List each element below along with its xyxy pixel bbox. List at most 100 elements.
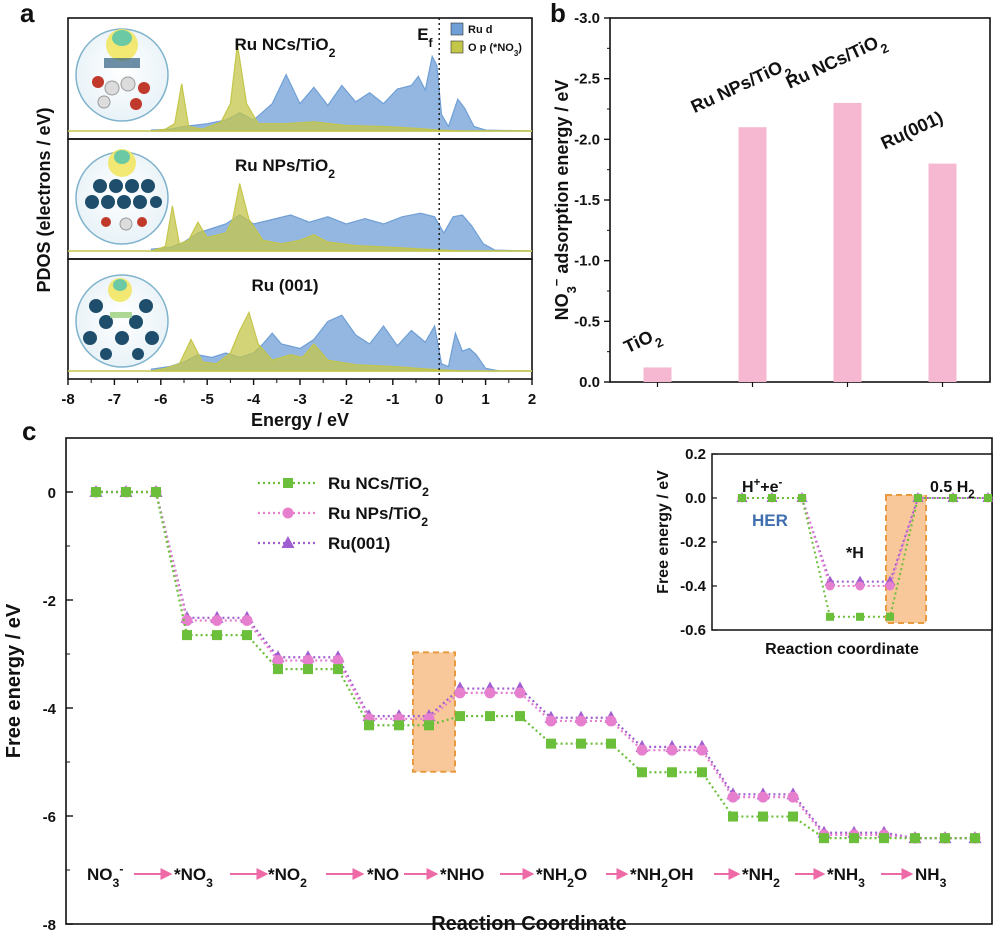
fe-marker-square <box>212 630 222 641</box>
panel-a-pdos: a <box>20 0 536 430</box>
fe-y-tick-label: -8 <box>43 917 56 934</box>
bar-category-label: Ru NPs/TiO2 <box>688 54 795 123</box>
fe-legend-marker <box>282 507 294 519</box>
fe-marker-square <box>394 720 404 731</box>
bar-0 <box>643 367 672 382</box>
fe-step-label: *NHO <box>440 865 484 884</box>
panel-b-label: b <box>550 0 566 28</box>
inset-y-tick-label: 0.0 <box>685 490 706 507</box>
fe-marker-square <box>182 630 192 641</box>
fe-y-tick-label: -6 <box>43 809 56 826</box>
inset-mid-label: *H <box>846 545 864 562</box>
fe-marker-circle <box>484 687 496 699</box>
inset-her-label: HER <box>752 511 788 530</box>
inset-x-axis-label: Reaction coordinate <box>765 641 919 658</box>
bar-3 <box>928 163 957 382</box>
legend-o-p-swatch <box>450 40 464 54</box>
bar-category-label: Ru NCs/TiO2 <box>783 29 891 98</box>
bar-1 <box>738 127 767 382</box>
legend-ru-d-label: Ru d <box>468 24 492 36</box>
fe-step-label: *NO <box>367 865 399 884</box>
fe-step-label: *NH2 <box>742 865 780 890</box>
pdos-x-tick-label: 2 <box>528 391 536 408</box>
fe-x-axis-label: Reaction Coordinate <box>431 913 627 934</box>
fe-marker-square <box>879 833 889 844</box>
fe-marker-square <box>333 664 343 675</box>
inset-marker-square <box>984 494 992 502</box>
inset-y-tick-label: -0.6 <box>680 622 706 639</box>
fe-marker-circle <box>666 744 678 756</box>
fe-y-tick-label: 0 <box>48 485 56 502</box>
fe-legend-marker <box>281 536 295 548</box>
fe-marker-square <box>515 711 525 722</box>
pdos-x-tick-label: -2 <box>340 391 353 408</box>
legend-o-p-label: O p (*NO3) <box>468 42 522 58</box>
structure-image-ru001 <box>75 274 169 368</box>
fe-marker-circle <box>696 744 708 756</box>
inset-y-tick-label: 0.2 <box>685 446 706 463</box>
fe-marker-square <box>910 833 920 844</box>
fe-highlight-box <box>412 651 456 773</box>
bar-y-tick-label: -0.5 <box>574 313 600 330</box>
fe-marker-square <box>970 833 980 844</box>
inset-highlight-box <box>885 494 927 624</box>
fe-marker-square <box>424 720 434 731</box>
bar-y-tick-label: -3.0 <box>574 10 600 27</box>
fe-step-label: *NH2OH <box>630 865 693 890</box>
inset-y-tick-label: -0.2 <box>680 534 706 551</box>
fe-marker-square <box>455 711 465 722</box>
inset-marker-square <box>798 494 806 502</box>
fe-plot-frame <box>65 437 993 925</box>
bar-y-tick-label: -1.0 <box>574 253 600 270</box>
panel-c-label: c <box>22 416 36 446</box>
bar-y-tick-label: 0.0 <box>579 374 600 391</box>
pdos-x-tick-label: -3 <box>293 391 306 408</box>
fe-y-tick-label: -4 <box>43 701 57 718</box>
bar-y-tick-label: -2.0 <box>574 131 600 148</box>
fermi-level-label: Ef <box>417 25 433 50</box>
inset-marker-square <box>914 494 922 502</box>
fe-marker-circle <box>332 654 344 666</box>
fe-marker-circle <box>514 687 526 699</box>
bar-category-label: Ru(001) <box>878 107 946 153</box>
fe-marker-circle <box>545 715 557 727</box>
pdos-subplot-title: Ru (001) <box>251 276 318 295</box>
bar-y-tick-label: -2.5 <box>574 71 600 88</box>
fe-marker-circle <box>727 791 739 803</box>
fe-step-label: NH3 <box>915 865 947 890</box>
pdos-x-tick-label: -1 <box>386 391 399 408</box>
pdos-o-p-curve <box>151 310 532 372</box>
fe-marker-circle <box>636 744 648 756</box>
structure-image-nps <box>75 149 169 245</box>
bar-category-label: TiO2 <box>621 323 666 363</box>
bar-y-tick-label: -1.5 <box>574 192 600 209</box>
fe-marker-circle <box>605 715 617 727</box>
fe-marker-circle <box>241 615 253 627</box>
fe-marker-circle <box>272 654 284 666</box>
fe-legend-marker <box>283 478 293 488</box>
fe-marker-circle <box>302 654 314 666</box>
inset-start-label: H++e- <box>742 477 783 496</box>
fe-marker-square <box>273 664 283 675</box>
fe-legend-label: Ru NPs/TiO2 <box>328 504 428 529</box>
inset-marker-square <box>768 494 776 502</box>
panel-a-label: a <box>20 0 35 28</box>
fe-marker-square <box>364 720 374 731</box>
pdos-x-tick-label: -7 <box>108 391 121 408</box>
inset-marker-square <box>738 494 746 502</box>
fe-marker-circle <box>181 615 193 627</box>
pdos-o-p-curve <box>151 44 532 132</box>
fe-marker-square <box>940 833 950 844</box>
fe-step-label: *NH2O <box>536 865 587 890</box>
fe-marker-circle <box>454 687 466 699</box>
pdos-y-axis-label: PDOS (electrons / eV) <box>34 107 54 292</box>
inset-y-tick-label: -0.4 <box>680 578 707 595</box>
fe-series-line <box>96 490 975 840</box>
fe-marker-circle <box>787 791 799 803</box>
fe-marker-square <box>151 487 161 497</box>
legend-ru-d-swatch <box>450 22 464 36</box>
pdos-x-tick-label: -5 <box>201 391 214 408</box>
fe-step-label: *NH3 <box>827 865 865 890</box>
fe-marker-square <box>303 664 313 675</box>
